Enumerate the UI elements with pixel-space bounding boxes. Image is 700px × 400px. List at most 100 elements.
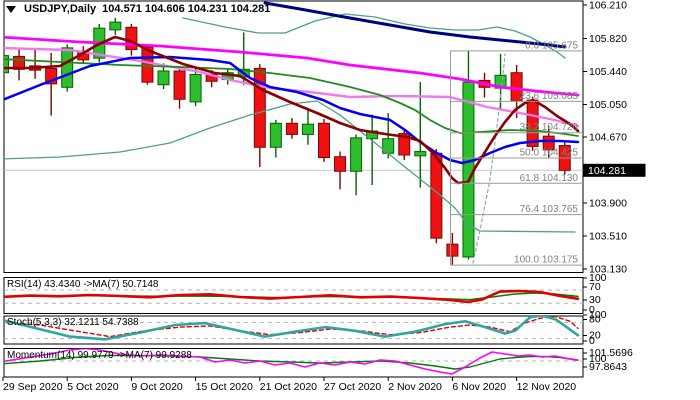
ohlc-values: 104.571 104.606 104.231 104.281 xyxy=(102,3,271,15)
candle-body xyxy=(414,151,427,157)
candle-body xyxy=(173,70,186,100)
candle-body xyxy=(350,137,363,172)
green-ma xyxy=(4,58,579,137)
price-axis-label: 105.050 xyxy=(589,99,627,111)
maroon-ma xyxy=(4,35,580,185)
chart-title-bar: USDJPY,Daily 104.571 104.606 104.231 104… xyxy=(6,3,270,15)
candle[interactable] xyxy=(334,151,347,190)
candle-body xyxy=(125,26,138,51)
panel-frames xyxy=(3,0,584,378)
momentum-indicator-label: Momentum(14) 99.9779 ->MA(7) 99.9288 xyxy=(7,350,192,361)
candle[interactable] xyxy=(446,232,459,265)
candle[interactable] xyxy=(285,118,298,139)
candle[interactable] xyxy=(109,17,122,35)
fib-level-label: 61.8 104.130 xyxy=(520,173,579,184)
candle-body xyxy=(398,133,411,156)
date-axis-label: 15 Oct 2020 xyxy=(196,381,253,393)
rsi-scale-label: 70 xyxy=(589,281,601,293)
rsi-line xyxy=(4,289,580,304)
fib-level-label: 100.0 103.175 xyxy=(514,255,578,266)
candle-body xyxy=(189,73,202,103)
candle-body xyxy=(253,67,266,148)
navy-ma xyxy=(263,1,567,49)
momentum-plot xyxy=(4,348,583,375)
candle[interactable] xyxy=(350,134,363,196)
rsi-scale-label: 100 xyxy=(589,272,607,284)
price-axis[interactable]: 106.210 105.820 105.440 105.050 104.670 103.9… xyxy=(583,0,646,373)
candle-body xyxy=(109,21,122,31)
fib-level-label: 0.0 105.675 xyxy=(525,40,578,51)
momentum-scale-label: 97.8643 xyxy=(589,361,627,373)
momentum-line xyxy=(4,348,579,375)
candle-body xyxy=(269,122,282,148)
price-axis-label: 103.900 xyxy=(589,198,627,210)
candle[interactable] xyxy=(157,63,170,89)
price-axis-label: 105.820 xyxy=(589,33,627,45)
stoch-main-line xyxy=(4,316,580,341)
stoch-scale-label: 100 xyxy=(589,309,607,321)
candle-body xyxy=(61,47,74,88)
price-axis-label: 105.440 xyxy=(589,66,627,78)
momentum-scale-label: 100 xyxy=(589,353,607,365)
violet-ma xyxy=(4,46,580,128)
candle[interactable] xyxy=(0,51,9,77)
current-price-box: 104.281 xyxy=(583,163,646,177)
price-axis-label: 103.510 xyxy=(589,231,627,243)
blue-ma xyxy=(4,55,580,165)
candle[interactable] xyxy=(414,82,427,188)
date-axis-label: 29 Sep 2020 xyxy=(3,381,63,393)
candle-body xyxy=(301,123,314,135)
candle-body xyxy=(446,243,459,257)
candle-body xyxy=(462,81,475,258)
date-axis-label: 5 Oct 2020 xyxy=(67,381,119,393)
main-chart-area[interactable] xyxy=(0,1,583,265)
candle[interactable] xyxy=(125,23,138,56)
candle[interactable] xyxy=(173,66,186,109)
rsi-scale-label: 0 xyxy=(589,304,595,316)
bollinger-upper-band xyxy=(182,13,566,59)
candle-body xyxy=(542,135,555,151)
stoch-plot xyxy=(4,316,583,341)
stoch-indicator-label: Stoch(5,3,3) 32.1211 54.7388 xyxy=(7,317,139,328)
rsi-scale-label: 30 xyxy=(589,294,601,306)
candle[interactable] xyxy=(398,128,411,161)
stoch-scale-label: 80 xyxy=(589,314,601,326)
bollinger-lower-band xyxy=(4,100,576,233)
fibonacci-retracement[interactable]: 0.0 105.675 23.6 105.085 38.2 104.720 50.0 … xyxy=(450,40,584,266)
symbol-dropdown-icon[interactable] xyxy=(6,5,16,13)
date-axis-label: 12 Nov 2020 xyxy=(517,381,577,393)
candle[interactable] xyxy=(301,107,314,145)
date-axis-label: 9 Oct 2020 xyxy=(131,381,183,393)
stoch-scale-label: 0 xyxy=(589,335,595,347)
fib-level-label: 38.2 104.720 xyxy=(520,122,579,133)
date-axis-label: 6 Nov 2020 xyxy=(452,381,506,393)
fib-level-label: 23.6 105.085 xyxy=(520,91,579,102)
candle[interactable] xyxy=(45,52,58,116)
stoch-scale-label: 20 xyxy=(589,330,601,342)
date-axis-label: 21 Oct 2020 xyxy=(260,381,317,393)
fib-level-label: 50.0 104.425 xyxy=(520,147,579,158)
candle[interactable] xyxy=(61,44,74,92)
candle-body xyxy=(285,122,298,135)
candle-body xyxy=(334,156,347,172)
date-axis[interactable]: 29 Sep 2020 5 Oct 2020 9 Oct 2020 15 Oct 20… xyxy=(2,377,577,393)
candle[interactable] xyxy=(189,68,202,107)
fib-level-label: 76.4 103.765 xyxy=(520,204,579,215)
magenta-ma xyxy=(4,35,580,97)
price-axis-label: 104.670 xyxy=(589,132,627,144)
band-gap-dashed xyxy=(472,53,506,264)
date-axis-label: 2 Nov 2020 xyxy=(388,381,442,393)
candle[interactable] xyxy=(318,118,330,162)
price-axis-label: 106.210 xyxy=(589,0,627,12)
candle-body xyxy=(318,122,330,159)
candle-body xyxy=(45,67,58,85)
candle[interactable] xyxy=(269,119,282,158)
rsi-plot xyxy=(4,289,583,304)
price-axis-label: 103.130 xyxy=(589,264,627,276)
candle-body xyxy=(157,70,170,86)
price-box-value: 104.281 xyxy=(588,165,626,177)
rsi-indicator-label: RSI(14) 43.4340 ->MA(7) 50.7148 xyxy=(7,279,159,290)
price-box-bg xyxy=(583,163,646,177)
